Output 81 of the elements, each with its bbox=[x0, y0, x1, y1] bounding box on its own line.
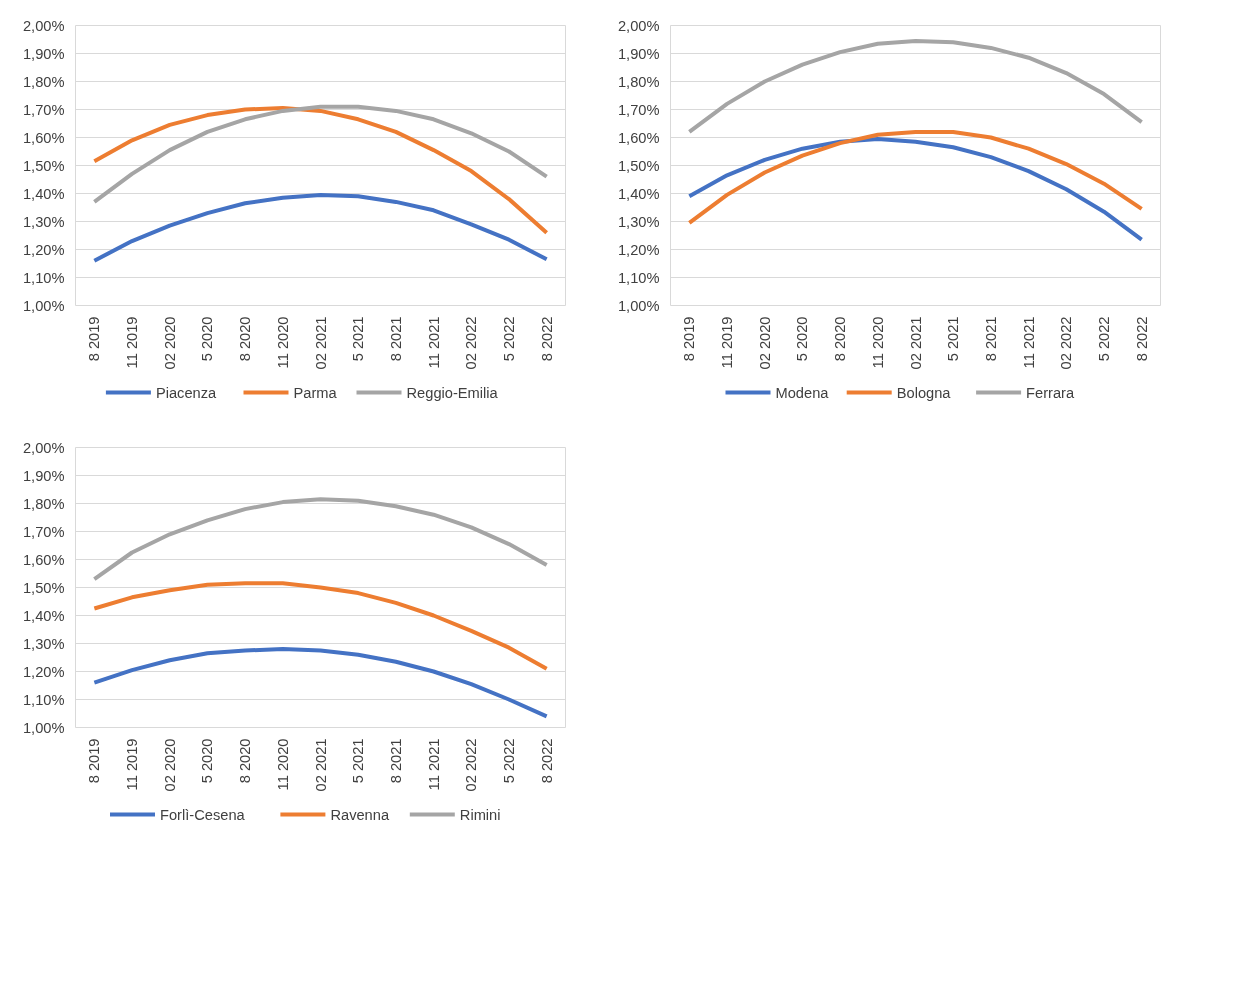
y-tick-label: 1,90% bbox=[617, 45, 660, 62]
x-tick-label: 5 2021 bbox=[945, 316, 962, 362]
x-tick-label: 5 2022 bbox=[500, 738, 517, 784]
x-tick-label: 02 2022 bbox=[463, 738, 480, 792]
x-tick-label: 02 2021 bbox=[312, 738, 329, 792]
y-tick-label: 2,00% bbox=[22, 17, 65, 34]
y-tick-label: 1,50% bbox=[617, 157, 660, 174]
x-tick-label: 11 2019 bbox=[124, 738, 141, 791]
y-tick-label: 1,60% bbox=[22, 129, 65, 146]
y-tick-label: 1,20% bbox=[22, 663, 65, 680]
legend-label: Bologna bbox=[896, 384, 952, 401]
x-tick-label: 8 2021 bbox=[982, 316, 999, 362]
x-tick-label: 5 2021 bbox=[350, 316, 367, 362]
x-tick-label: 8 2022 bbox=[1133, 316, 1150, 362]
legend-label: Rimini bbox=[459, 806, 501, 823]
y-tick-label: 1,90% bbox=[22, 467, 65, 484]
x-tick-label: 11 2020 bbox=[274, 316, 291, 369]
x-tick-label: 8 2019 bbox=[681, 316, 698, 362]
y-tick-label: 2,00% bbox=[22, 439, 65, 456]
y-tick-label: 1,40% bbox=[22, 607, 65, 624]
legend-label: Forlì-Cesena bbox=[160, 806, 246, 823]
x-tick-label: 5 2020 bbox=[794, 316, 811, 362]
legend-label: Ferrara bbox=[1026, 384, 1075, 401]
x-tick-label: 8 2019 bbox=[86, 738, 103, 784]
y-tick-label: 1,20% bbox=[22, 241, 65, 258]
y-tick-label: 1,10% bbox=[22, 269, 65, 286]
x-tick-label: 8 2022 bbox=[538, 738, 555, 784]
y-tick-label: 1,00% bbox=[617, 297, 660, 314]
y-tick-label: 1,30% bbox=[22, 213, 65, 230]
x-tick-label: 11 2020 bbox=[274, 738, 291, 791]
x-tick-label: 8 2021 bbox=[387, 316, 404, 362]
x-tick-label: 11 2020 bbox=[869, 316, 886, 369]
x-tick-label: 8 2020 bbox=[832, 316, 849, 362]
y-tick-label: 1,70% bbox=[617, 101, 660, 118]
y-tick-label: 1,90% bbox=[22, 45, 65, 62]
x-tick-label: 02 2022 bbox=[463, 316, 480, 370]
legend-label: Ravenna bbox=[330, 806, 390, 823]
x-tick-label: 8 2020 bbox=[237, 738, 254, 784]
y-tick-label: 1,80% bbox=[22, 495, 65, 512]
y-tick-label: 1,10% bbox=[22, 691, 65, 708]
x-tick-label: 02 2022 bbox=[1058, 316, 1075, 370]
x-tick-label: 02 2021 bbox=[907, 316, 924, 370]
y-tick-label: 2,00% bbox=[617, 17, 660, 34]
x-tick-label: 8 2019 bbox=[86, 316, 103, 362]
y-tick-label: 1,80% bbox=[617, 73, 660, 90]
x-tick-label: 8 2021 bbox=[387, 738, 404, 784]
x-tick-label: 11 2019 bbox=[124, 316, 141, 369]
x-tick-label: 02 2020 bbox=[161, 316, 178, 370]
x-tick-label: 5 2021 bbox=[350, 738, 367, 784]
y-tick-label: 1,20% bbox=[617, 241, 660, 258]
legend-label: Modena bbox=[775, 384, 830, 401]
x-tick-label: 11 2021 bbox=[1020, 316, 1037, 369]
y-tick-label: 1,10% bbox=[617, 269, 660, 286]
y-tick-label: 1,40% bbox=[617, 185, 660, 202]
legend-label: Reggio-Emilia bbox=[406, 384, 499, 401]
x-tick-label: 8 2022 bbox=[538, 316, 555, 362]
x-tick-label: 8 2020 bbox=[237, 316, 254, 362]
y-tick-label: 1,60% bbox=[22, 551, 65, 568]
y-tick-label: 1,60% bbox=[617, 129, 660, 146]
x-tick-label: 5 2022 bbox=[1095, 316, 1112, 362]
y-tick-label: 1,80% bbox=[22, 73, 65, 90]
y-tick-label: 1,30% bbox=[22, 635, 65, 652]
x-tick-label: 02 2021 bbox=[312, 316, 329, 370]
y-tick-label: 1,00% bbox=[22, 297, 65, 314]
y-tick-label: 1,00% bbox=[22, 719, 65, 736]
x-tick-label: 11 2021 bbox=[425, 738, 442, 791]
x-tick-label: 5 2022 bbox=[500, 316, 517, 362]
x-tick-label: 5 2020 bbox=[199, 738, 216, 784]
legend-label: Parma bbox=[293, 384, 338, 401]
x-tick-label: 11 2019 bbox=[719, 316, 736, 369]
x-tick-label: 5 2020 bbox=[199, 316, 216, 362]
y-tick-label: 1,70% bbox=[22, 101, 65, 118]
x-tick-label: 11 2021 bbox=[425, 316, 442, 369]
legend-label: Piacenza bbox=[155, 384, 218, 401]
y-tick-label: 1,50% bbox=[22, 579, 65, 596]
x-tick-label: 02 2020 bbox=[161, 738, 178, 792]
y-tick-label: 1,30% bbox=[617, 213, 660, 230]
y-tick-label: 1,70% bbox=[22, 523, 65, 540]
x-tick-label: 02 2020 bbox=[756, 316, 773, 370]
y-tick-label: 1,40% bbox=[22, 185, 65, 202]
y-tick-label: 1,50% bbox=[22, 157, 65, 174]
